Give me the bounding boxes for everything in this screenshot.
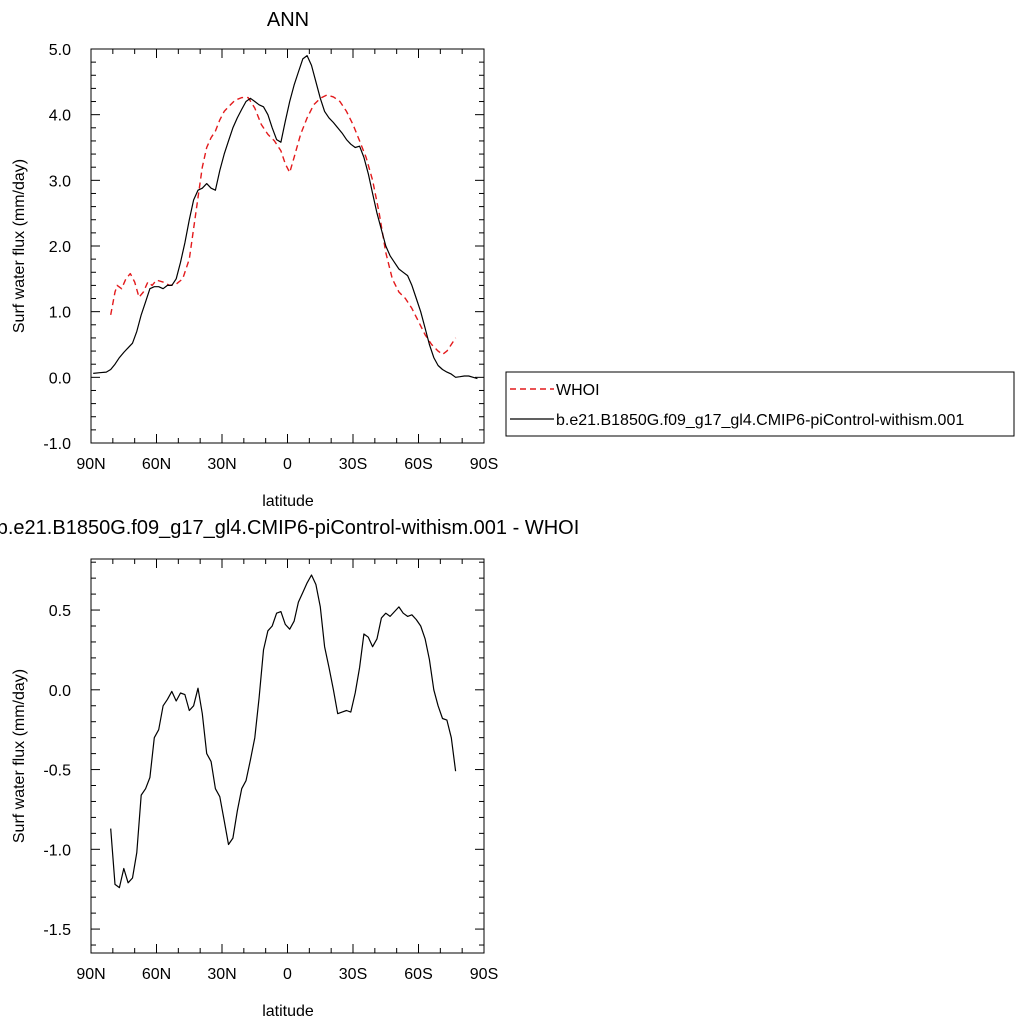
top-chart-xtick-label: 90N xyxy=(76,456,105,473)
bottom-chart-ylabel: Surf water flux (mm/day) xyxy=(11,669,28,843)
top-chart-ytick-label: 3.0 xyxy=(49,173,71,190)
bottom-chart-xtick-label: 60N xyxy=(142,966,171,983)
top-chart-xtick-label: 60S xyxy=(404,456,432,473)
top-chart-ylabel: Surf water flux (mm/day) xyxy=(11,159,28,333)
top-chart-ytick-label: 5.0 xyxy=(49,42,71,59)
top-chart-series-line-model xyxy=(93,54,478,380)
bottom-chart-xtick-label: 30S xyxy=(339,966,367,983)
bottom-chart-xtick-label: 60S xyxy=(404,966,432,983)
top-chart-ytick-label: -1.0 xyxy=(43,436,71,453)
legend-label-model: b.e21.B1850G.f09_g17_gl4.CMIP6-piControl… xyxy=(556,412,964,429)
bottom-chart-series xyxy=(110,574,457,889)
top-chart-series xyxy=(93,54,478,380)
bottom-chart-ytick-label: -1.5 xyxy=(43,922,71,939)
bottom-chart-xlabel: latitude xyxy=(262,1003,314,1020)
top-chart-xtick-label: 60N xyxy=(142,456,171,473)
bottom-chart: b.e21.B1850G.f09_g17_gl4.CMIP6-piControl… xyxy=(0,517,579,1020)
top-chart-xtick-label: 0 xyxy=(283,456,292,473)
bottom-chart-ticks: 90N 60N 30N 0 30S 60S 90S -1.5 -1.0 -0.5 0.0 0.5 xyxy=(43,559,498,983)
bottom-chart-frame xyxy=(90,558,485,954)
bottom-chart-title: b.e21.B1850G.f09_g17_gl4.CMIP6-piControl… xyxy=(0,517,579,539)
top-chart-ytick-label: 1.0 xyxy=(49,305,71,322)
top-chart-ticks: 90N 60N 30N 0 30S 60S 90S -1.0 0.0 1.0 2.0 3.0 4.0 5.… xyxy=(43,42,498,473)
bottom-chart-ytick-label: 0.5 xyxy=(49,603,71,620)
top-chart-ytick-label: 2.0 xyxy=(49,239,71,256)
bottom-chart-ytick-label: -0.5 xyxy=(43,763,71,780)
top-chart-xtick-label: 30S xyxy=(339,456,367,473)
bottom-chart-xtick-label: 90N xyxy=(76,966,105,983)
bottom-chart-ytick-label: 0.0 xyxy=(49,683,71,700)
top-chart-ytick-label: 4.0 xyxy=(49,108,71,125)
top-chart-xtick-label: 90S xyxy=(470,456,498,473)
top-chart-xtick-label: 30N xyxy=(207,456,236,473)
bottom-chart-xtick-label: 0 xyxy=(283,966,292,983)
legend-box xyxy=(505,371,1015,437)
legend-label-whoi: WHOI xyxy=(556,382,600,399)
bottom-chart-xtick-label: 90S xyxy=(470,966,498,983)
top-chart: ANN Surf water flux (mm/day) latitude 90… xyxy=(11,9,498,510)
top-chart-xlabel: latitude xyxy=(262,493,314,510)
bottom-chart-xtick-label: 30N xyxy=(207,966,236,983)
top-chart-series-line-whoi xyxy=(110,94,457,356)
top-chart-title: ANN xyxy=(267,9,309,31)
top-chart-ytick-label: 0.0 xyxy=(49,370,71,387)
top-chart-frame xyxy=(90,48,485,444)
bottom-chart-series-line-model xyxy=(110,574,457,889)
bottom-chart-ytick-label: -1.0 xyxy=(43,842,71,859)
legend: WHOI b.e21.B1850G.f09_g17_gl4.CMIP6-piCo… xyxy=(505,371,1015,437)
